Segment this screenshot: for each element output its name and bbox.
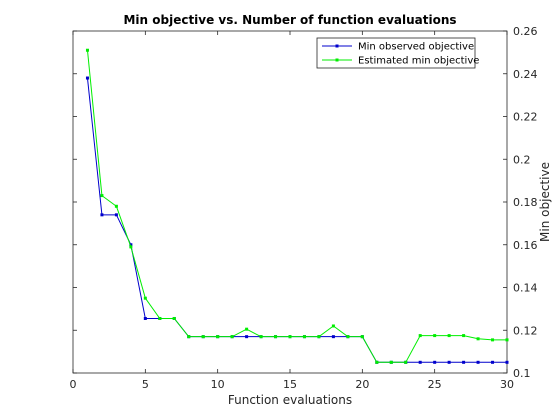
legend-marker-estimated-min <box>335 58 339 62</box>
x-tick-label: 25 <box>428 378 442 391</box>
y-tick-label: 0.24 <box>513 68 538 81</box>
y-tick-label: 0.12 <box>513 324 538 337</box>
x-axis: 0 5 10 15 20 25 30 <box>70 31 514 391</box>
series-1-point <box>346 335 350 339</box>
series-1-point <box>201 335 205 339</box>
x-tick-label: 0 <box>70 378 77 391</box>
series-1-point <box>187 335 191 339</box>
y-axis-title: Min objective <box>538 162 552 242</box>
x-tick-label: 10 <box>211 378 225 391</box>
series-1-point <box>100 194 104 198</box>
y-tick-label: 0.14 <box>513 282 538 295</box>
series-1-point <box>331 324 335 328</box>
series-0-point <box>245 335 249 339</box>
series-1-point <box>288 335 292 339</box>
y-tick-label: 0.1 <box>513 367 531 380</box>
series-0-point <box>491 360 495 364</box>
x-tick-label: 20 <box>355 378 369 391</box>
series-1-point <box>158 316 162 320</box>
legend-marker-min-observed <box>335 44 339 48</box>
plot-frame <box>72 30 508 374</box>
series-1-point <box>491 338 495 342</box>
y-tick-label: 0.2 <box>513 153 531 166</box>
series-1-point <box>143 296 147 300</box>
series-1-point <box>172 316 176 320</box>
legend-label-estimated-min: Estimated min objective <box>358 56 479 67</box>
series-1-point <box>433 334 437 338</box>
series-1-point <box>274 335 278 339</box>
series-1-point <box>447 334 451 338</box>
series-1-point <box>259 335 263 339</box>
y-tick-label: 0.26 <box>513 25 538 38</box>
y-axis: 0.1 0.12 0.14 0.16 0.18 0.2 0.22 0.24 0.26 <box>73 25 538 380</box>
series-0-point <box>85 76 89 80</box>
series-1-point <box>302 335 306 339</box>
legend-label-min-observed: Min observed objective <box>358 42 474 53</box>
series-1-point <box>230 335 234 339</box>
series-line-0 <box>86 77 507 363</box>
series-1-point <box>418 334 422 338</box>
series-1-point <box>114 204 118 208</box>
legend: Min observed objective Estimated min obj… <box>316 37 479 69</box>
series-0-point <box>100 213 104 217</box>
chart-title: Min objective vs. Number of function eva… <box>123 13 456 27</box>
series-0-point <box>114 213 118 217</box>
series-0-point <box>505 360 509 364</box>
series-1-point <box>129 245 133 249</box>
series-0-point <box>418 360 422 364</box>
series-1-point <box>505 338 509 342</box>
series-0-point <box>447 360 451 364</box>
y-tick-label: 0.22 <box>513 111 538 124</box>
series-1-point <box>216 335 220 339</box>
series-1-point <box>317 335 321 339</box>
legend-box <box>316 37 476 69</box>
x-tick-label: 15 <box>283 378 297 391</box>
y-tick-label: 0.16 <box>513 239 538 252</box>
series-1-point <box>85 48 89 52</box>
series-0-point <box>331 335 335 339</box>
series-1-point <box>375 360 379 364</box>
series-0-point <box>129 243 133 247</box>
series-0-point <box>433 360 437 364</box>
series-1-point <box>404 360 408 364</box>
y-tick-label: 0.18 <box>513 196 538 209</box>
series-0-point <box>143 316 147 320</box>
x-tick-label: 5 <box>142 378 149 391</box>
series-1-point <box>360 335 364 339</box>
series-0-point <box>476 360 480 364</box>
series-1-point <box>476 337 480 341</box>
series-1-point <box>462 334 466 338</box>
x-tick-label: 30 <box>500 378 514 391</box>
x-axis-title: Function evaluations <box>228 393 352 407</box>
series-1-point <box>245 327 249 331</box>
series-layer <box>85 48 509 364</box>
plot-area <box>72 30 508 374</box>
series-line-1 <box>86 50 507 363</box>
series-1-point <box>389 360 393 364</box>
series-0-point <box>462 360 466 364</box>
